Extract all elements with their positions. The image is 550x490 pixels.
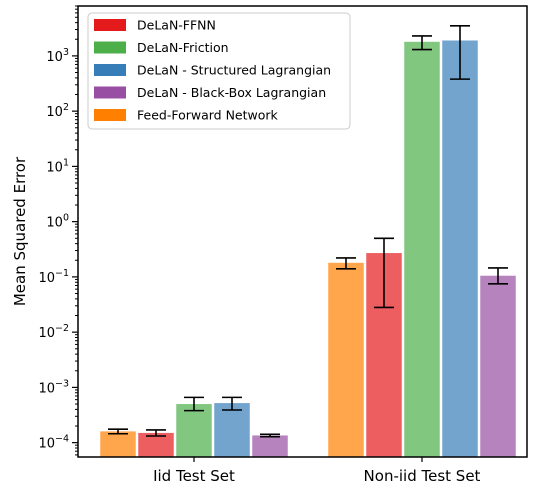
legend-swatch xyxy=(94,109,126,121)
y-tick-label: 102 xyxy=(46,102,69,120)
plot-frame xyxy=(77,5,528,458)
error-bar-delan-structured-lagrangian-1 xyxy=(450,25,470,80)
legend-label: Feed-Forward Network xyxy=(137,108,279,123)
legend-label: DeLaN - Black-Box Lagrangian xyxy=(137,85,326,100)
bar-feed-forward-network-1 xyxy=(328,262,364,457)
legend-swatch xyxy=(94,64,126,76)
error-bar-delan-ffnn-0 xyxy=(146,429,166,437)
legend-swatch xyxy=(94,19,126,31)
bar-delan-structured-lagrangian-1 xyxy=(442,40,478,457)
legend-box xyxy=(87,12,351,130)
y-tick-label: 101 xyxy=(46,157,69,175)
y-tick-label: 100 xyxy=(46,213,69,231)
y-tick-label: 10−1 xyxy=(38,268,69,286)
y-axis: 10−4 10−3 10−2 10−1 100 101 102 103 xyxy=(38,5,78,456)
bar-feed-forward-network-0 xyxy=(100,431,136,457)
legend-label: DeLaN - Structured Lagrangian xyxy=(137,63,331,78)
legend: DeLaN-FFNN DeLaN-Friction DeLaN - Structur… xyxy=(87,12,351,130)
y-tick-label: 103 xyxy=(46,47,69,65)
error-bar-delan-friction-0 xyxy=(184,396,204,412)
bar-delan-friction-1 xyxy=(404,41,440,457)
y-tick-label: 10−4 xyxy=(38,434,69,452)
legend-swatch xyxy=(94,41,126,54)
bar-delan-friction-0 xyxy=(176,404,212,457)
legend-label: DeLaN-Friction xyxy=(137,40,229,55)
bar-delan-black-box-lagrangian-0 xyxy=(252,435,288,457)
error-bar-delan-structured-lagrangian-0 xyxy=(222,396,242,411)
error-bar-feed-forward-network-0 xyxy=(108,428,128,435)
legend-swatch xyxy=(94,86,126,99)
y-tick-label: 10−2 xyxy=(38,323,69,341)
bar-delan-structured-lagrangian-0 xyxy=(214,403,250,457)
error-bar-delan-ffnn-1 xyxy=(374,237,394,309)
x-tick-label: Iid Test Set xyxy=(153,467,235,485)
bar-delan-black-box-lagrangian-1 xyxy=(480,275,516,457)
errorbars-layer xyxy=(108,25,508,438)
y-axis-label: Mean Squared Error xyxy=(11,156,29,306)
error-bar-delan-black-box-lagrangian-1 xyxy=(488,267,508,285)
bar-delan-ffnn-0 xyxy=(138,432,174,457)
error-bar-delan-black-box-lagrangian-0 xyxy=(260,433,280,438)
x-axis: Iid Test Set Non-iid Test Set xyxy=(153,457,481,485)
x-tick-label: Non-iid Test Set xyxy=(364,467,481,485)
legend-label: DeLaN-FFNN xyxy=(137,18,216,33)
error-bar-feed-forward-network-1 xyxy=(336,257,356,270)
y-tick-label: 10−3 xyxy=(38,378,69,396)
error-bar-delan-friction-1 xyxy=(412,35,432,51)
